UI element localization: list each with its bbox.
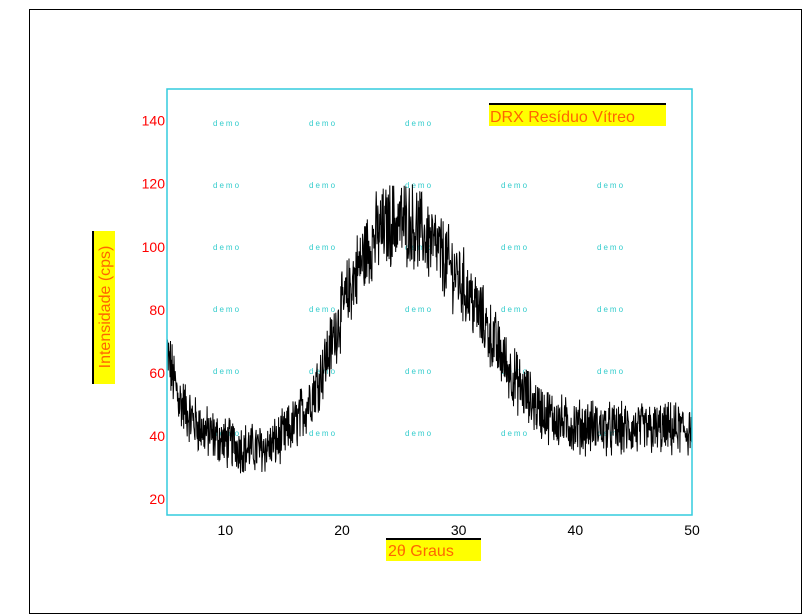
watermark-text: demo: [309, 305, 337, 314]
watermark-text: demo: [597, 305, 625, 314]
watermark-text: demo: [405, 181, 433, 190]
y-tick-label: 80: [149, 302, 165, 318]
watermark-text: demo: [501, 429, 529, 438]
xrd-chart: demo demo demo demo demo demo demo demo demo demo…: [92, 88, 700, 561]
y-axis-ticks: 20 40 60 80 100 120 140: [142, 113, 166, 508]
watermark-text: demo: [309, 119, 337, 128]
watermark-text: demo: [501, 305, 529, 314]
diffraction-trace: [166, 184, 693, 474]
chart-title: DRX Resíduo Vítreo: [490, 109, 635, 126]
x-tick-label: 10: [218, 522, 234, 538]
x-tick-label: 20: [334, 522, 350, 538]
watermark-text: demo: [405, 305, 433, 314]
y-tick-label: 140: [142, 113, 166, 129]
watermark-text: demo: [597, 367, 625, 376]
y-tick-label: 100: [142, 239, 166, 255]
x-axis-label: 2θ Graus: [388, 543, 454, 560]
watermark-text: demo: [597, 243, 625, 252]
watermark-text: demo: [309, 429, 337, 438]
watermark-layer: demo demo demo demo demo demo demo demo demo demo…: [213, 119, 625, 438]
y-tick-label: 40: [149, 428, 165, 444]
x-tick-label: 50: [684, 522, 700, 538]
x-axis-ticks: 10 20 30 40 50: [218, 522, 700, 538]
watermark-text: demo: [213, 243, 241, 252]
watermark-text: demo: [309, 243, 337, 252]
x-tick-label: 40: [568, 522, 584, 538]
y-tick-label: 60: [149, 365, 165, 381]
chart-frame: demo demo demo demo demo demo demo demo demo demo…: [29, 9, 802, 614]
watermark-text: demo: [213, 119, 241, 128]
x-axis-label-group: 2θ Graus: [386, 538, 481, 561]
x-axis-label-highlight: [386, 539, 481, 561]
y-axis-label: Intensidade (cps): [97, 246, 114, 369]
watermark-text: demo: [213, 305, 241, 314]
watermark-text: demo: [501, 243, 529, 252]
watermark-text: demo: [405, 367, 433, 376]
x-tick-label: 30: [451, 522, 467, 538]
y-tick-label: 20: [149, 491, 165, 507]
y-axis-label-group: Intensidade (cps): [92, 231, 115, 384]
watermark-text: demo: [213, 367, 241, 376]
y-tick-label: 120: [142, 176, 166, 192]
plot-area-border: [166, 88, 693, 516]
watermark-text: demo: [405, 429, 433, 438]
watermark-text: demo: [501, 181, 529, 190]
watermark-text: demo: [309, 181, 337, 190]
y-axis-label-highlight: [93, 231, 115, 384]
chart-title-group: DRX Resíduo Vítreo: [489, 103, 666, 126]
watermark-text: demo: [213, 181, 241, 190]
chart-title-highlight: [489, 104, 666, 126]
watermark-text: demo: [405, 119, 433, 128]
watermark-text: demo: [597, 181, 625, 190]
